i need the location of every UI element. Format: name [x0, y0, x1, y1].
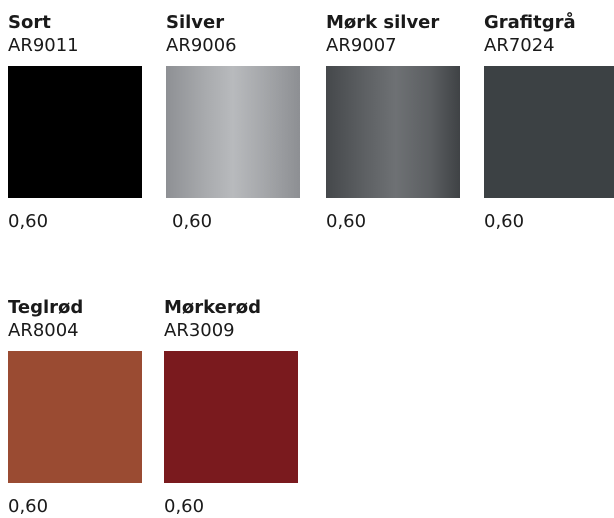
swatch-name: Mørkerød	[164, 297, 261, 318]
swatch-name: Silver	[166, 12, 225, 33]
color-sample	[326, 66, 460, 198]
swatch-name: Teglrød	[8, 297, 84, 318]
color-sample	[166, 66, 300, 198]
color-sample	[164, 351, 298, 483]
thickness-value: 0,60	[172, 211, 213, 232]
color-sample	[8, 66, 142, 198]
swatch-name: Sort	[8, 12, 51, 33]
color-sample	[8, 351, 142, 483]
thickness-value: 0,60	[8, 496, 49, 517]
swatch-code: AR9011	[8, 35, 79, 56]
thickness-value: 0,60	[326, 211, 367, 232]
swatch-name: Grafitgrå	[484, 12, 576, 33]
swatch-code: AR9006	[166, 35, 237, 56]
thickness-value: 0,60	[8, 211, 49, 232]
color-sample	[484, 66, 614, 198]
thickness-value: 0,60	[164, 496, 205, 517]
swatch-code: AR3009	[164, 320, 235, 341]
swatch-code: AR7024	[484, 35, 555, 56]
swatch-code: AR8004	[8, 320, 79, 341]
thickness-value: 0,60	[484, 211, 525, 232]
swatch-name: Mørk silver	[326, 12, 440, 33]
swatch-code: AR9007	[326, 35, 397, 56]
